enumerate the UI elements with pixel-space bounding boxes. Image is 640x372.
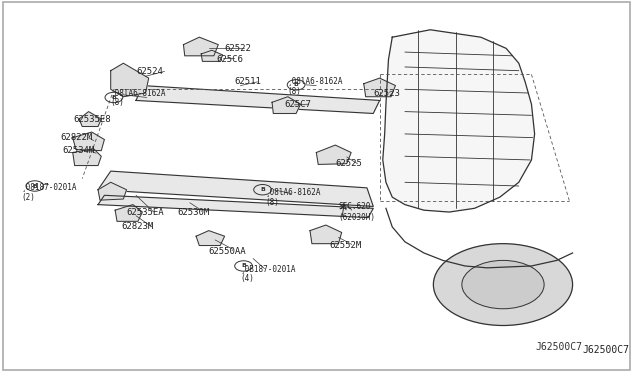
- Text: 62522: 62522: [225, 44, 252, 53]
- Polygon shape: [364, 78, 396, 97]
- Polygon shape: [383, 30, 534, 212]
- Text: B: B: [294, 82, 298, 87]
- Text: 62822M: 62822M: [61, 133, 93, 142]
- Polygon shape: [184, 37, 218, 56]
- Text: 62524: 62524: [136, 67, 163, 76]
- Text: 62523: 62523: [373, 89, 400, 97]
- Polygon shape: [272, 97, 301, 113]
- Polygon shape: [310, 225, 342, 244]
- Text: ¸0B187-0201A
(4): ¸0B187-0201A (4): [241, 264, 296, 283]
- Polygon shape: [201, 50, 223, 61]
- Text: ¸08187-0201A
(2): ¸08187-0201A (2): [22, 182, 77, 202]
- Polygon shape: [196, 231, 225, 246]
- Text: 62552M: 62552M: [329, 241, 361, 250]
- Circle shape: [433, 244, 573, 326]
- Text: 62511: 62511: [234, 77, 261, 86]
- Text: ¸08lA6-8162A
(8): ¸08lA6-8162A (8): [287, 77, 343, 96]
- Polygon shape: [316, 145, 351, 164]
- Text: B: B: [33, 183, 37, 189]
- Text: 62525: 62525: [335, 159, 362, 168]
- Polygon shape: [98, 182, 127, 200]
- Polygon shape: [111, 63, 148, 97]
- Text: SEC.620
(62030H): SEC.620 (62030H): [339, 202, 376, 222]
- Polygon shape: [115, 205, 142, 221]
- Text: 62550AA: 62550AA: [209, 247, 246, 256]
- Text: B: B: [241, 263, 246, 269]
- Polygon shape: [73, 132, 104, 151]
- Text: 625C7: 625C7: [285, 100, 312, 109]
- Text: B: B: [260, 187, 265, 192]
- Polygon shape: [136, 86, 380, 113]
- Text: ¸08lA6-8162A
(8): ¸08lA6-8162A (8): [110, 88, 166, 107]
- Polygon shape: [98, 195, 373, 218]
- Text: 62530M: 62530M: [177, 208, 209, 217]
- Text: B: B: [111, 95, 116, 100]
- Text: 62534M: 62534M: [62, 146, 94, 155]
- Polygon shape: [98, 171, 373, 206]
- Text: 625C6: 625C6: [216, 55, 243, 64]
- Text: J62500C7: J62500C7: [582, 345, 629, 355]
- Text: 62535EA: 62535EA: [127, 208, 164, 217]
- Polygon shape: [79, 112, 101, 126]
- Circle shape: [462, 260, 544, 309]
- Text: 62823M: 62823M: [122, 222, 154, 231]
- Text: 62535E8: 62535E8: [74, 115, 111, 124]
- Text: ¸08lA6-8162A
(8): ¸08lA6-8162A (8): [266, 187, 321, 207]
- Polygon shape: [73, 149, 101, 166]
- Text: J62500C7: J62500C7: [535, 341, 582, 352]
